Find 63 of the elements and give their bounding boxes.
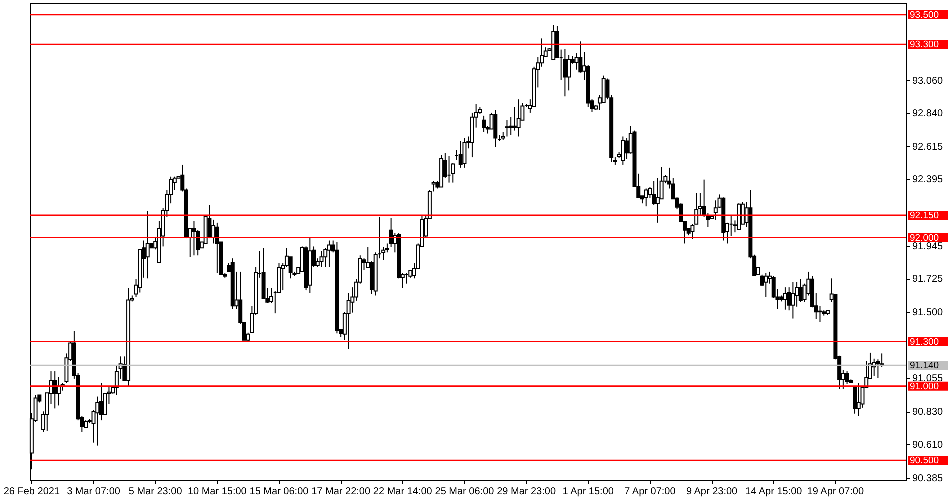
ref-line-label: 91.000 [910, 381, 940, 392]
candlestick [764, 272, 768, 298]
x-tick-label: 5 Mar 23:00 [128, 486, 183, 498]
x-tick-label: 14 Apr 15:00 [746, 486, 803, 498]
candlestick [574, 53, 579, 70]
candlestick [644, 188, 648, 208]
candlestick [192, 220, 196, 256]
y-tick-label: 91.500 [912, 308, 944, 319]
x-tick-label: 29 Mar 23:00 [497, 486, 556, 498]
y-tick-label: 91.945 [912, 241, 944, 252]
candlestick [791, 282, 796, 320]
ref-line-label: 93.300 [910, 40, 940, 51]
candlestick [512, 106, 517, 132]
ref-line-label: 90.500 [910, 456, 940, 467]
candlestick [505, 120, 510, 138]
candlestick [625, 138, 630, 160]
candlestick [96, 396, 100, 446]
x-tick-label: 19 Apr 07:00 [807, 486, 864, 498]
y-tick-label: 92.615 [912, 142, 944, 153]
candlestick [327, 240, 332, 268]
candlestick [516, 99, 521, 138]
y-tick-label: 90.385 [912, 473, 944, 484]
candlestick [53, 371, 58, 410]
y-tick-label: 91.725 [912, 274, 944, 286]
candlestick [714, 200, 718, 220]
candlestick [56, 376, 61, 406]
ref-line-label: 91.140 [910, 360, 940, 372]
ref-line-label: 92.150 [910, 210, 940, 222]
candlestick [146, 210, 150, 280]
candlestick [783, 287, 788, 310]
candlestick [818, 306, 822, 323]
candlestick [320, 250, 324, 268]
candlestick [482, 115, 486, 133]
candlestick [494, 109, 498, 148]
y-tick-label: 90.610 [912, 440, 944, 451]
x-tick-label: 9 Apr 23:00 [686, 486, 738, 498]
candlestick [567, 54, 572, 92]
candlestick [563, 48, 568, 98]
ref-line-label: 92.000 [910, 232, 940, 244]
candlestick [798, 278, 803, 303]
candlestick [621, 136, 626, 166]
x-tick-label: 17 Mar 22:00 [312, 486, 371, 498]
x-tick-label: 10 Mar 15:00 [188, 486, 248, 498]
ref-line-label: 91.300 [910, 336, 940, 348]
y-tick-label: 92.840 [912, 108, 944, 120]
candlestick [462, 138, 467, 168]
x-tick-label: 15 Mar 06:00 [250, 486, 310, 498]
ref-line-label: 93.500 [910, 10, 940, 21]
y-tick-label: 93.060 [912, 76, 944, 87]
candlestick [856, 382, 861, 417]
candlestick [509, 116, 514, 136]
y-tick-label: 90.830 [912, 407, 944, 418]
x-tick-label: 7 Apr 07:00 [624, 486, 676, 498]
x-tick-label: 3 Mar 07:00 [67, 486, 121, 498]
x-tick-label: 1 Apr 15:00 [562, 486, 614, 498]
candlestick [458, 140, 463, 168]
candlestick [215, 222, 220, 274]
x-tick-label: 25 Mar 06:00 [435, 486, 495, 498]
y-tick-label: 92.395 [912, 174, 944, 186]
candlestick [656, 178, 660, 224]
candlestick [853, 386, 858, 414]
x-tick-label: 26 Feb 2021 [4, 486, 60, 498]
x-tick-label: 22 Mar 14:00 [373, 486, 433, 498]
